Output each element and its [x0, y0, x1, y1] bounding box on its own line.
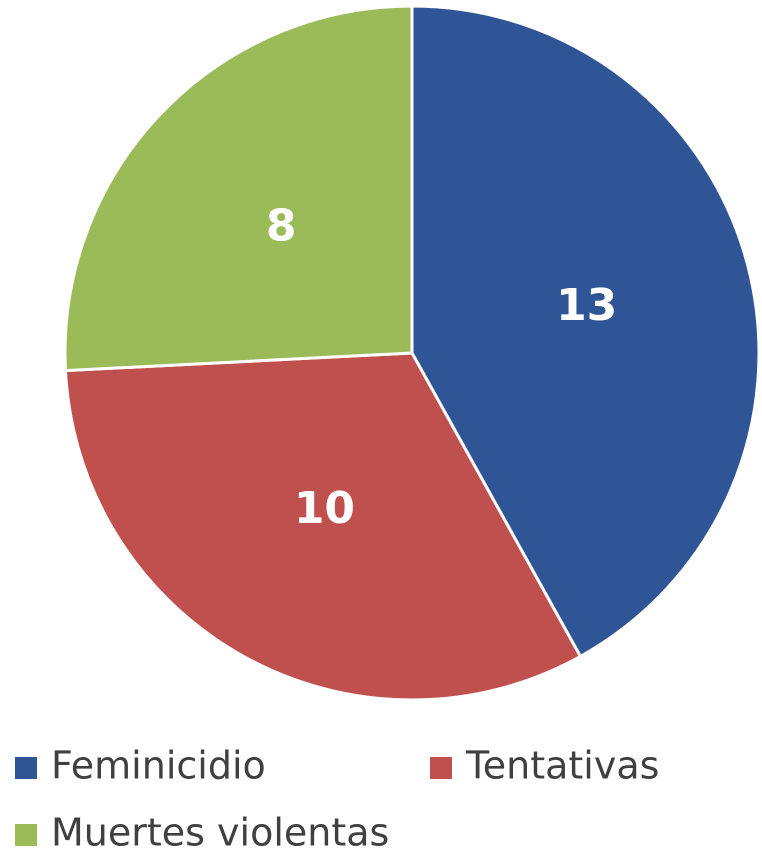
data-label: 8 — [266, 201, 297, 252]
legend-label: Feminicidio — [51, 744, 266, 788]
pie-slice — [63, 4, 414, 373]
data-label: 13 — [556, 280, 617, 331]
legend-swatch — [430, 757, 452, 779]
legend-swatch — [15, 824, 37, 846]
data-label: 10 — [294, 483, 355, 534]
pie-slice — [410, 4, 761, 659]
legend-label: Tentativas — [465, 744, 659, 788]
pie-slice — [63, 351, 583, 702]
legend-swatch — [15, 757, 37, 779]
legend-label: Muertes violentas — [51, 811, 389, 855]
